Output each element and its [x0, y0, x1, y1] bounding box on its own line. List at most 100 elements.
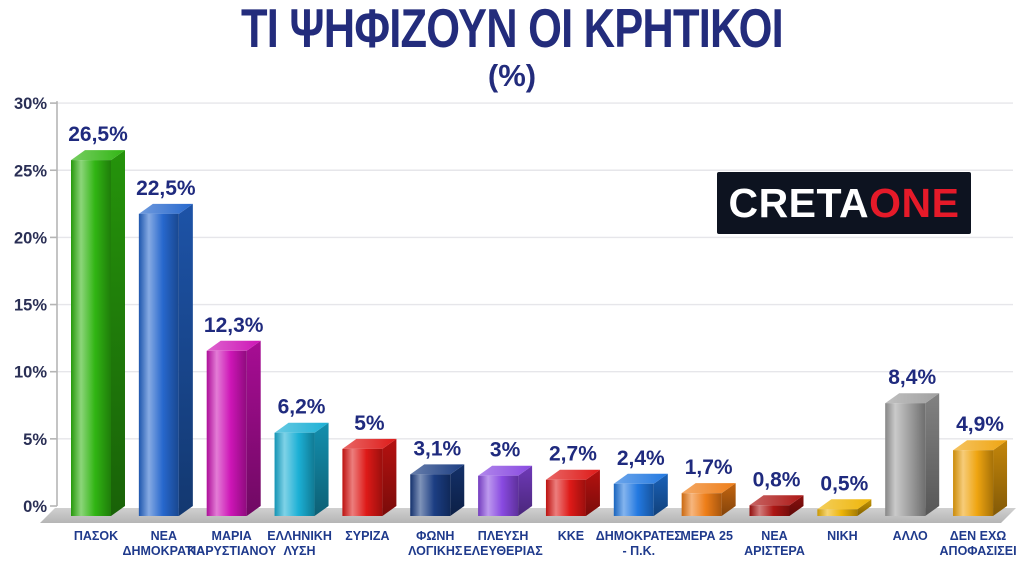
- bar-value-label: 0,8%: [753, 468, 801, 491]
- bar-category-label: ΑΠΟΦΑΣΙΣΕΙ: [940, 544, 1017, 558]
- bar-side-face: [178, 203, 193, 516]
- bar-group: 0,5% ΝΙΚΗ: [817, 472, 872, 543]
- bar-category-label: ΕΛΛΗΝΙΚΗ: [267, 529, 332, 543]
- bar-value-label: 2,7%: [549, 443, 597, 466]
- y-tick-label: 30%: [14, 95, 47, 113]
- y-tick-label: 0%: [23, 498, 47, 516]
- y-tick-label: 20%: [14, 229, 47, 247]
- chart-subtitle: (%): [487, 58, 537, 93]
- bar-value-label: 3,1%: [413, 437, 461, 460]
- y-tick-label: 15%: [14, 297, 47, 315]
- bar-front-face: [749, 505, 790, 516]
- bar-category-label: ΜΕΡΑ 25: [680, 529, 733, 543]
- bar-front-face: [885, 403, 926, 516]
- bar-value-label: 3%: [490, 439, 521, 462]
- bar-value-label: 26,5%: [68, 123, 128, 146]
- bar-category-label: ΔΗΜΟΚΡΑΤΙΑ: [122, 544, 205, 558]
- bar-value-label: 6,2%: [278, 396, 326, 419]
- bar-group: 5% ΣΥΡΙΖΑ: [342, 412, 397, 543]
- bar-category-label: ΣΥΡΙΖΑ: [345, 529, 389, 543]
- bar-category-label: ΑΡΙΣΤΕΡΑ: [744, 544, 805, 558]
- bar-top-face: [749, 495, 804, 506]
- bar-side-face: [721, 483, 736, 516]
- bar-top-face: [206, 340, 261, 351]
- y-tick-label: 5%: [23, 431, 47, 449]
- bar-side-face: [314, 422, 329, 516]
- bar-top-face: [613, 473, 668, 484]
- bar-category-label: - Π.Κ.: [622, 544, 655, 558]
- bar-value-label: 8,4%: [888, 366, 936, 389]
- bar-value-label: 5%: [354, 412, 385, 435]
- bar-category-label: ΜΑΡΙΑ: [212, 529, 252, 543]
- bar-side-face: [111, 150, 125, 517]
- bar-side-face: [585, 469, 600, 516]
- bar-group: 26,5% ΠΑΣΟΚ: [68, 123, 128, 543]
- bar-category-label: ΦΩΝΗ: [416, 529, 454, 543]
- bar-side-face: [653, 473, 668, 516]
- bar-value-label: 0,5%: [820, 472, 868, 495]
- bar-category-label: ΝΕΑ: [761, 529, 787, 543]
- bar-side-face: [925, 393, 940, 516]
- bar-side-face: [789, 495, 804, 516]
- bar-value-label: 4,9%: [956, 413, 1004, 436]
- bar-front-face: [478, 475, 519, 516]
- bar-value-label: 22,5%: [136, 177, 196, 200]
- bar-group: 2,4% ΔΗΜΟΚΡΑΤΕΣ- Π.Κ.: [596, 447, 683, 558]
- bar-front-face: [817, 509, 858, 516]
- bar-category-label: ΔΗΜΟΚΡΑΤΕΣ: [596, 529, 683, 543]
- bar-front-face: [71, 160, 111, 517]
- bar-side-face: [246, 340, 261, 516]
- logo-text-primary: CRETA: [728, 179, 870, 226]
- logo-text-accent: ONE: [869, 179, 960, 226]
- bar-category-label: ΔΕΝ ΕΧΩ: [950, 529, 1007, 543]
- bar-category-label: ΚΚΕ: [558, 529, 584, 543]
- bar-side-face: [993, 440, 1008, 516]
- bar-top-face: [410, 464, 465, 475]
- bar-category-label: ΚΑΡΥΣΤΙΑΝΟΥ: [187, 544, 277, 558]
- bar-front-face: [545, 479, 586, 516]
- bar-category-label: ΑΛΛΟ: [893, 529, 928, 543]
- cretaone-logo: CRETA ONE: [717, 172, 971, 234]
- bar-front-face: [613, 483, 654, 516]
- chart-title: ΤΙ ΨΗΦΙΖΟΥΝ ΟΙ ΚΡΗΤΙΚΟΙ: [241, 0, 784, 59]
- bar-group: 2,7% ΚΚΕ: [545, 443, 600, 543]
- bar-value-label: 2,4%: [617, 447, 665, 470]
- bar-value-label: 1,7%: [685, 456, 733, 479]
- bar-category-label: ΝΕΑ: [151, 529, 177, 543]
- bar-front-face: [274, 432, 315, 516]
- y-tick-label: 10%: [14, 364, 47, 382]
- bar-top-face: [71, 150, 125, 161]
- bar-category-label: ΠΛΕΥΣΗ: [478, 529, 529, 543]
- bar-value-label: 12,3%: [204, 314, 264, 337]
- bar-top-face: [953, 440, 1008, 451]
- bar-side-face: [450, 464, 465, 516]
- bar-top-face: [681, 483, 736, 494]
- bar-front-face: [410, 474, 451, 516]
- bar-top-face: [138, 203, 193, 214]
- bar-front-face: [342, 448, 383, 516]
- bar-category-label: ΠΑΣΟΚ: [74, 529, 118, 543]
- bar-group: 8,4% ΑΛΛΟ: [885, 366, 940, 543]
- bar-category-label: ΝΙΚΗ: [827, 529, 858, 543]
- bar-group: 1,7% ΜΕΡΑ 25: [680, 456, 736, 543]
- bar-category-label: ΛΥΣΗ: [284, 544, 316, 558]
- y-tick-label: 25%: [14, 162, 47, 180]
- bar-side-face: [382, 438, 397, 516]
- bar-side-face: [857, 499, 872, 516]
- bar-front-face: [206, 350, 247, 516]
- bar-front-face: [953, 450, 994, 516]
- bar-top-face: [274, 422, 329, 433]
- bar-side-face: [518, 465, 533, 516]
- bar-top-face: [885, 393, 940, 404]
- bar-top-face: [545, 469, 600, 480]
- bar-category-label: ΛΟΓΙΚΗΣ: [408, 544, 463, 558]
